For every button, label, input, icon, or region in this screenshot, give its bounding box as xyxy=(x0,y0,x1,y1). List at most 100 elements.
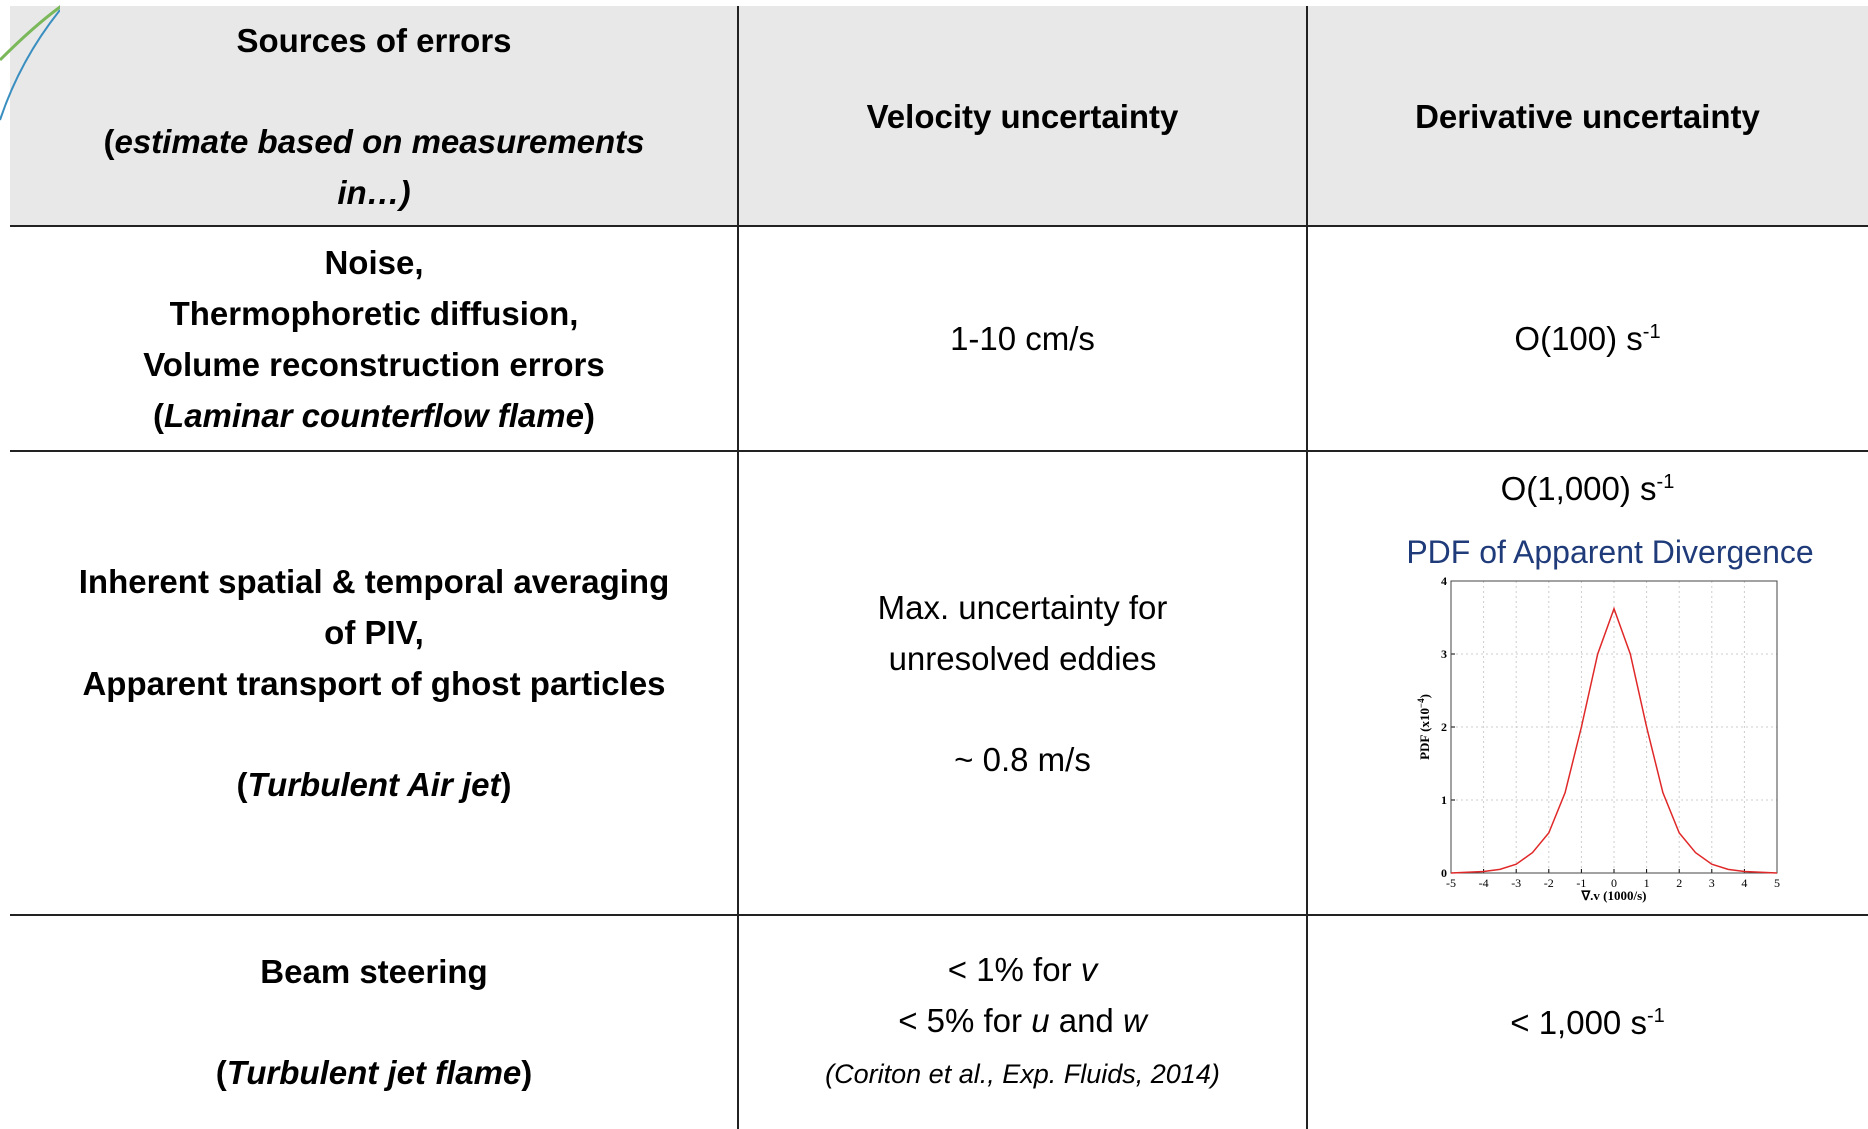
row-rule xyxy=(10,914,1868,916)
y-axis-label-part: PDF (x10 xyxy=(1417,708,1432,760)
plot-frame xyxy=(1450,580,1778,874)
x-tick-label: -1 xyxy=(1576,876,1586,890)
cell-line: O(1,000) s-1 xyxy=(1501,463,1675,514)
cell-paragraph: < 1,000 s-1 xyxy=(1510,997,1665,1048)
cell-text: ) xyxy=(500,766,512,803)
cell-paragraph: Beam steering xyxy=(260,946,487,997)
cell-text: Noise, xyxy=(324,243,424,281)
cell-text: of PIV, xyxy=(324,614,424,651)
cell-paragraph: (estimate based on measurements in…) xyxy=(103,116,644,218)
cell-line: < 1% for v xyxy=(825,944,1220,995)
y-tick-label: 0 xyxy=(1441,866,1447,880)
cell-text: v xyxy=(1080,951,1098,988)
cell-paragraph: (Turbulent jet flame) xyxy=(216,1047,533,1098)
cell-text: Turbulent Air jet xyxy=(247,766,501,803)
x-tick-label: 1 xyxy=(1644,876,1650,890)
cell-line: (estimate based on measurements xyxy=(103,116,644,167)
cell-text: Apparent transport of ghost particles xyxy=(82,665,666,702)
x-tick-label: 5 xyxy=(1774,876,1780,890)
cell-text: O(100) s xyxy=(1514,320,1643,357)
cell-line: Sources of errors xyxy=(236,15,511,66)
y-axis-label-part: ) xyxy=(1417,694,1432,698)
x-tick-label: 4 xyxy=(1741,876,1747,890)
cell-paragraph: < 1% for v < 5% for u and w (Coriton et al… xyxy=(825,944,1220,1100)
table-cell: O(100) s-1 xyxy=(1307,226,1868,451)
cell-text: ~ 0.8 m/s xyxy=(954,740,1091,778)
x-axis-label: ∇.v (1000/s) xyxy=(1580,888,1646,903)
cell-line: < 5% for u and w xyxy=(825,995,1220,1046)
cell-text: 1-10 cm/s xyxy=(950,320,1095,357)
cell-paragraph: Derivative uncertainty xyxy=(1415,91,1760,142)
cell-line: Velocity uncertainty xyxy=(867,91,1179,142)
cell-line: Beam steering xyxy=(260,946,487,997)
cell-text: < 5% for xyxy=(898,1002,1032,1039)
y-tick-label: 3 xyxy=(1441,647,1447,661)
cell-text: Sources of errors xyxy=(236,21,512,59)
x-tick-label: -2 xyxy=(1544,876,1554,890)
cell-text: ) xyxy=(583,396,595,434)
cell-line: Max. uncertainty for xyxy=(878,582,1168,633)
cell-text: and xyxy=(1049,1002,1123,1039)
cell-paragraph: O(1,000) s-1 xyxy=(1501,463,1675,514)
cell-paragraph: Inherent spatial & temporal averaging of … xyxy=(79,556,670,709)
cell-line: (Laminar counterflow flame) xyxy=(143,390,605,441)
cell-line: Derivative uncertainty xyxy=(1415,91,1760,142)
x-tick-label: -4 xyxy=(1479,876,1489,890)
cell-line: (Turbulent jet flame) xyxy=(216,1047,533,1098)
cell-paragraph: Noise, Thermophoretic diffusion, Volume re… xyxy=(143,237,605,441)
cell-line: Inherent spatial & temporal averaging xyxy=(79,556,670,607)
cell-text: ( xyxy=(236,766,248,803)
cell-line: O(100) s-1 xyxy=(1514,313,1660,364)
cell-paragraph: ~ 0.8 m/s xyxy=(954,734,1091,785)
cell-paragraph: Sources of errors xyxy=(236,15,511,66)
cell-text: Laminar counterflow flame xyxy=(164,396,584,434)
cell-text: u xyxy=(1031,1002,1050,1039)
table-cell: Velocity uncertainty xyxy=(738,6,1307,226)
y-tick-label: 4 xyxy=(1441,574,1447,588)
table-cell: 1-10 cm/s xyxy=(738,226,1307,451)
cell-text: Beam steering xyxy=(260,953,488,990)
cell-text: unresolved eddies xyxy=(888,639,1157,677)
chart: PDF of Apparent Divergence -5 -4 -3 -2 -1 0 1 2 3… xyxy=(1406,534,1813,903)
cell-line: in…) xyxy=(103,167,644,218)
cell-line: ~ 0.8 m/s xyxy=(954,734,1091,785)
cell-text: -1 xyxy=(1642,321,1661,343)
cell-text: ( xyxy=(103,122,115,160)
cell-paragraph: Velocity uncertainty xyxy=(867,91,1179,142)
cell-text: Volume reconstruction errors xyxy=(143,345,605,383)
table-cell: O(1,000) s-1 xyxy=(1307,451,1868,915)
table-cell: Derivative uncertainty xyxy=(1307,6,1868,226)
table-cell: Beam steering (Turbulent jet flame) xyxy=(10,915,738,1129)
cell-text: (Coriton et al., Exp. Fluids, 2014) xyxy=(825,1059,1220,1089)
cell-line: (Turbulent Air jet) xyxy=(236,759,511,810)
y-tick-label: 2 xyxy=(1441,720,1447,734)
cell-text: -1 xyxy=(1646,1004,1665,1027)
cell-paragraph: (Turbulent Air jet) xyxy=(236,759,511,810)
header-background xyxy=(10,6,1868,226)
cell-line: Apparent transport of ghost particles xyxy=(79,658,670,709)
row-rule xyxy=(10,225,1868,227)
cell-line: unresolved eddies xyxy=(878,633,1168,684)
table-cell: Noise, Thermophoretic diffusion, Volume re… xyxy=(10,226,738,451)
cell-text: in…) xyxy=(337,173,411,211)
y-tick-label: 1 xyxy=(1441,793,1447,807)
cell-text: Turbulent jet flame xyxy=(226,1054,522,1091)
x-tick-label: -3 xyxy=(1511,876,1521,890)
cell-paragraph: 1-10 cm/s xyxy=(950,313,1095,364)
x-tick-label: 0 xyxy=(1611,876,1617,890)
table-cell: Inherent spatial & temporal averaging of … xyxy=(10,451,738,915)
cell-line: Volume reconstruction errors xyxy=(143,339,605,390)
table-cell: < 1% for v < 5% for u and w (Coriton et al… xyxy=(738,915,1307,1129)
cell-line: of PIV, xyxy=(79,607,670,658)
cell-text: Inherent spatial & temporal averaging xyxy=(78,563,670,600)
cell-text: Max. uncertainty for xyxy=(877,588,1168,626)
x-tick-label: 2 xyxy=(1676,876,1682,890)
cell-paragraph: Max. uncertainty for unresolved eddies xyxy=(878,582,1168,684)
cell-text: < 1% for xyxy=(947,951,1081,988)
cell-text: ) xyxy=(521,1054,533,1091)
cell-line: (Coriton et al., Exp. Fluids, 2014) xyxy=(825,1046,1220,1100)
cell-paragraph: O(100) s-1 xyxy=(1514,313,1660,364)
cell-text: estimate based on measurements xyxy=(114,122,645,160)
cell-text: Derivative uncertainty xyxy=(1415,97,1760,135)
